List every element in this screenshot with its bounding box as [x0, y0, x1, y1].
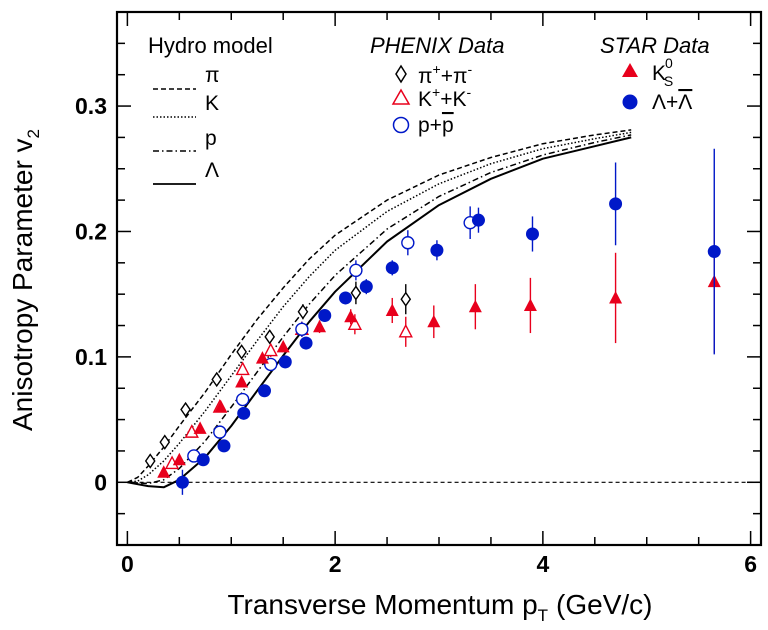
data-point-4-5 — [278, 355, 292, 369]
x-tick-label: 4 — [536, 551, 549, 577]
hydro-curve-0 — [127, 129, 632, 483]
x-tick-label: 2 — [329, 551, 342, 577]
data-point-4-7 — [318, 308, 332, 322]
legend-star-k0s-marker — [622, 63, 638, 77]
legend-phenix-title: PHENIX Data — [370, 33, 505, 58]
data-point-0-8 — [400, 284, 412, 315]
data-point-3-11 — [468, 284, 482, 330]
data-point-4-10 — [385, 260, 399, 276]
y-tick-label: 0.2 — [75, 218, 107, 244]
data-point-3-1 — [172, 452, 186, 466]
data-point-3-2 — [193, 421, 207, 434]
data-point-3-13 — [609, 252, 623, 344]
data-point-4-4 — [257, 384, 271, 398]
data-point-4-14 — [609, 162, 623, 246]
data-point-0-3 — [211, 371, 223, 388]
data-point-4-9 — [359, 279, 373, 295]
legend-phenix-pion-marker — [395, 64, 407, 84]
y-tick-label: 0 — [94, 469, 107, 495]
y-axis-title-sub: 2 — [24, 129, 43, 138]
legend-hydro-k-label: K — [205, 92, 219, 115]
data-point-4-6 — [299, 336, 313, 350]
legend-star: STAR Data K0 S Λ+Λ — [600, 33, 710, 114]
data-point-3-7 — [313, 319, 327, 334]
hydro-curve-3 — [127, 136, 632, 489]
data-point-2-5 — [349, 260, 363, 281]
data-point-0-0 — [144, 453, 156, 469]
x-axis-title-sub: T — [538, 606, 548, 625]
data-point-4-15 — [707, 148, 721, 355]
hydro-model-curves — [127, 129, 632, 489]
data-point-1-6 — [347, 314, 363, 335]
data-point-3-9 — [385, 297, 399, 324]
data-point-2-1 — [213, 425, 227, 439]
legend-hydro-lambda-label: Λ — [205, 159, 219, 182]
x-tick-label: 0 — [121, 551, 134, 577]
data-point-0-5 — [264, 329, 276, 345]
legend-phenix-proton-label: p+p — [418, 114, 454, 137]
data-point-3-0 — [157, 465, 171, 478]
data-point-3-10 — [427, 305, 441, 339]
legend-phenix-proton-bar: p — [442, 114, 454, 137]
data-point-1-1 — [184, 424, 199, 438]
legend-hydro-title: Hydro model — [148, 33, 273, 58]
data-point-3-12 — [523, 277, 537, 334]
data-point-2-2 — [235, 392, 250, 407]
legend-phenix-proton-marker — [392, 116, 410, 134]
data-point-4-2 — [217, 439, 231, 453]
legend-star-k0s-label: K0 S — [652, 55, 673, 89]
data-point-2-6 — [401, 230, 415, 256]
data-point-3-5 — [255, 351, 269, 364]
data-point-3-3 — [214, 400, 228, 413]
data-point-3-8 — [344, 309, 358, 325]
data-point-4-8 — [339, 291, 353, 305]
legend-star-title: STAR Data — [600, 33, 710, 58]
data-point-0-1 — [159, 434, 171, 450]
data-point-4-11 — [430, 240, 444, 261]
x-tick-label: 6 — [744, 551, 757, 577]
data-point-4-13 — [525, 216, 539, 252]
data-points — [144, 148, 721, 495]
legend-star-lambda-bar: Λ — [678, 91, 692, 114]
legend-hydro: Hydro model π K p Λ — [148, 33, 273, 185]
data-point-2-4 — [295, 321, 309, 337]
data-point-0-6 — [297, 304, 309, 320]
hydro-curve-2 — [127, 134, 632, 485]
data-point-3-6 — [276, 339, 290, 353]
legend-phenix: PHENIX Data π++π- K++K- p+p — [370, 33, 505, 137]
data-point-4-1 — [196, 453, 210, 467]
data-point-0-2 — [180, 401, 191, 418]
legend-phenix-kaon-marker — [391, 88, 411, 105]
legend-hydro-p-label: p — [205, 127, 217, 150]
data-point-0-7 — [350, 281, 362, 305]
legend-star-lambda-label: Λ+Λ — [652, 91, 692, 114]
data-point-3-4 — [235, 374, 249, 388]
legend-phenix-pion-label: π++π- — [418, 61, 472, 88]
x-axis-title: Transverse Momentum pT (GeV/c) — [227, 589, 652, 625]
legend-hydro-pi-label: π — [205, 64, 220, 87]
data-point-1-7 — [398, 316, 413, 347]
axis-ticks: 0 2 4 6 0 0.1 0.2 0.3 — [75, 11, 761, 577]
y-axis-title: Anisotropy Parameter v2 — [7, 129, 43, 431]
data-point-0-4 — [236, 344, 247, 360]
data-point-1-4 — [263, 342, 278, 357]
legend-phenix-kaon-label: K++K- — [418, 84, 471, 111]
y-tick-label: 0.1 — [75, 344, 107, 370]
legend-star-lambda-marker — [622, 94, 638, 110]
data-point-1-3 — [235, 361, 250, 376]
data-point-4-0 — [175, 469, 189, 495]
hydro-curve-1 — [127, 131, 632, 484]
y-tick-label: 0.3 — [75, 93, 107, 119]
data-point-4-12 — [471, 207, 485, 233]
data-point-4-3 — [237, 406, 251, 420]
